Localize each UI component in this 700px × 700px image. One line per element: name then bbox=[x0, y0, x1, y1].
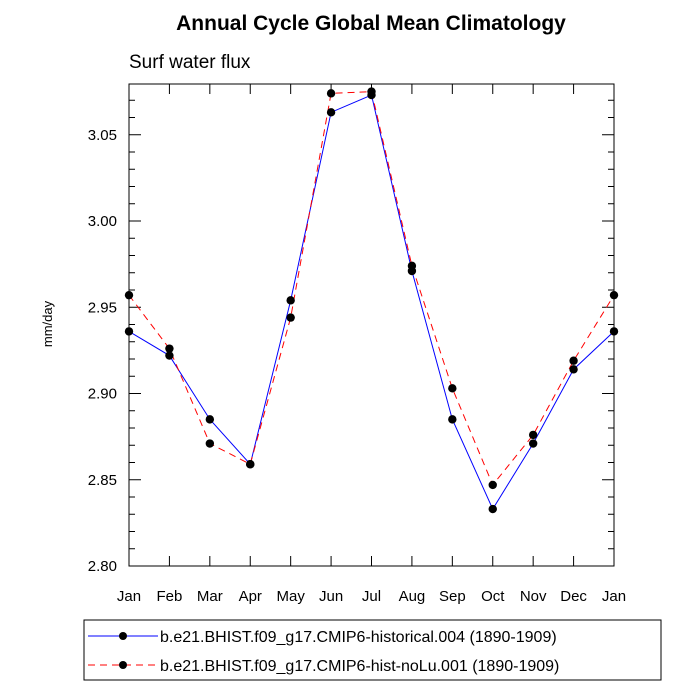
data-point-hist-nolu bbox=[528, 430, 538, 440]
x-tick-labels: Jan Feb Mar Apr May Jun Jul Aug Sep Oct Nov Dec Jan bbox=[117, 588, 626, 605]
data-point-historical bbox=[528, 439, 538, 448]
legend-label-historical: b.e21.BHIST.f09_g17.CMIP6-historical.004… bbox=[160, 629, 557, 646]
data-point-hist-nolu bbox=[569, 356, 578, 365]
data-point-hist-nolu bbox=[407, 261, 417, 271]
y-tick-labels: 2.80 2.85 2.90 2.95 3.00 3.05 bbox=[88, 127, 117, 575]
series-line-hist-nolu bbox=[128, 91, 615, 486]
x-tick-label: Jun bbox=[319, 588, 343, 605]
data-point-historical bbox=[448, 415, 457, 424]
data-point-hist-nolu bbox=[448, 384, 457, 393]
data-point-historical bbox=[488, 504, 497, 514]
minor-ticks bbox=[129, 99, 614, 550]
x-tick-label: Dec bbox=[560, 588, 587, 605]
chart-title: Annual Cycle Global Mean Climatology bbox=[176, 12, 566, 35]
y-tick-label: 2.85 bbox=[88, 472, 117, 489]
plot-frame bbox=[128, 83, 615, 567]
data-point-hist-nolu bbox=[286, 313, 295, 322]
y-tick-label: 2.95 bbox=[88, 299, 117, 316]
data-point-hist-nolu bbox=[488, 480, 497, 490]
y-tick-label: 2.90 bbox=[88, 386, 117, 403]
series-layer bbox=[124, 87, 619, 514]
legend-marker-hist-nolu bbox=[119, 661, 127, 669]
legend-marker-historical bbox=[119, 632, 127, 640]
y-tick-label: 2.80 bbox=[88, 558, 117, 575]
x-tick-label: Sep bbox=[439, 588, 466, 605]
data-point-hist-nolu bbox=[205, 439, 215, 448]
x-tick-label: Apr bbox=[239, 588, 262, 605]
data-point-historical bbox=[286, 296, 295, 305]
legend: b.e21.BHIST.f09_g17.CMIP6-historical.004… bbox=[83, 619, 662, 681]
x-tick-label: May bbox=[276, 588, 305, 605]
data-point-hist-nolu bbox=[367, 87, 376, 96]
x-tick-label: Aug bbox=[399, 588, 426, 605]
legend-label-hist-nolu: b.e21.BHIST.f09_g17.CMIP6-hist-noLu.001 … bbox=[160, 658, 559, 675]
legend-box bbox=[83, 619, 662, 681]
major-ticks bbox=[128, 84, 615, 567]
x-tick-label: Mar bbox=[197, 588, 223, 605]
y-axis-label: mm/day bbox=[40, 300, 55, 347]
data-point-historical bbox=[165, 351, 174, 360]
data-point-historical bbox=[569, 365, 578, 374]
x-tick-label: Nov bbox=[520, 588, 547, 605]
x-tick-label: Jan bbox=[602, 588, 626, 605]
data-point-historical bbox=[205, 415, 215, 424]
y-tick-label: 3.05 bbox=[88, 127, 117, 144]
y-tick-label: 3.00 bbox=[88, 213, 117, 230]
x-tick-label: Jul bbox=[362, 588, 381, 605]
data-point-hist-nolu bbox=[165, 344, 174, 353]
series-line-historical bbox=[128, 94, 615, 511]
chart-subtitle: Surf water flux bbox=[129, 52, 251, 73]
x-tick-label: Feb bbox=[156, 588, 182, 605]
data-point-hist-nolu bbox=[246, 460, 255, 469]
data-point-hist-nolu bbox=[326, 89, 336, 98]
data-point-historical bbox=[326, 108, 336, 117]
x-tick-label: Jan bbox=[117, 588, 141, 605]
x-tick-label: Oct bbox=[481, 588, 505, 605]
